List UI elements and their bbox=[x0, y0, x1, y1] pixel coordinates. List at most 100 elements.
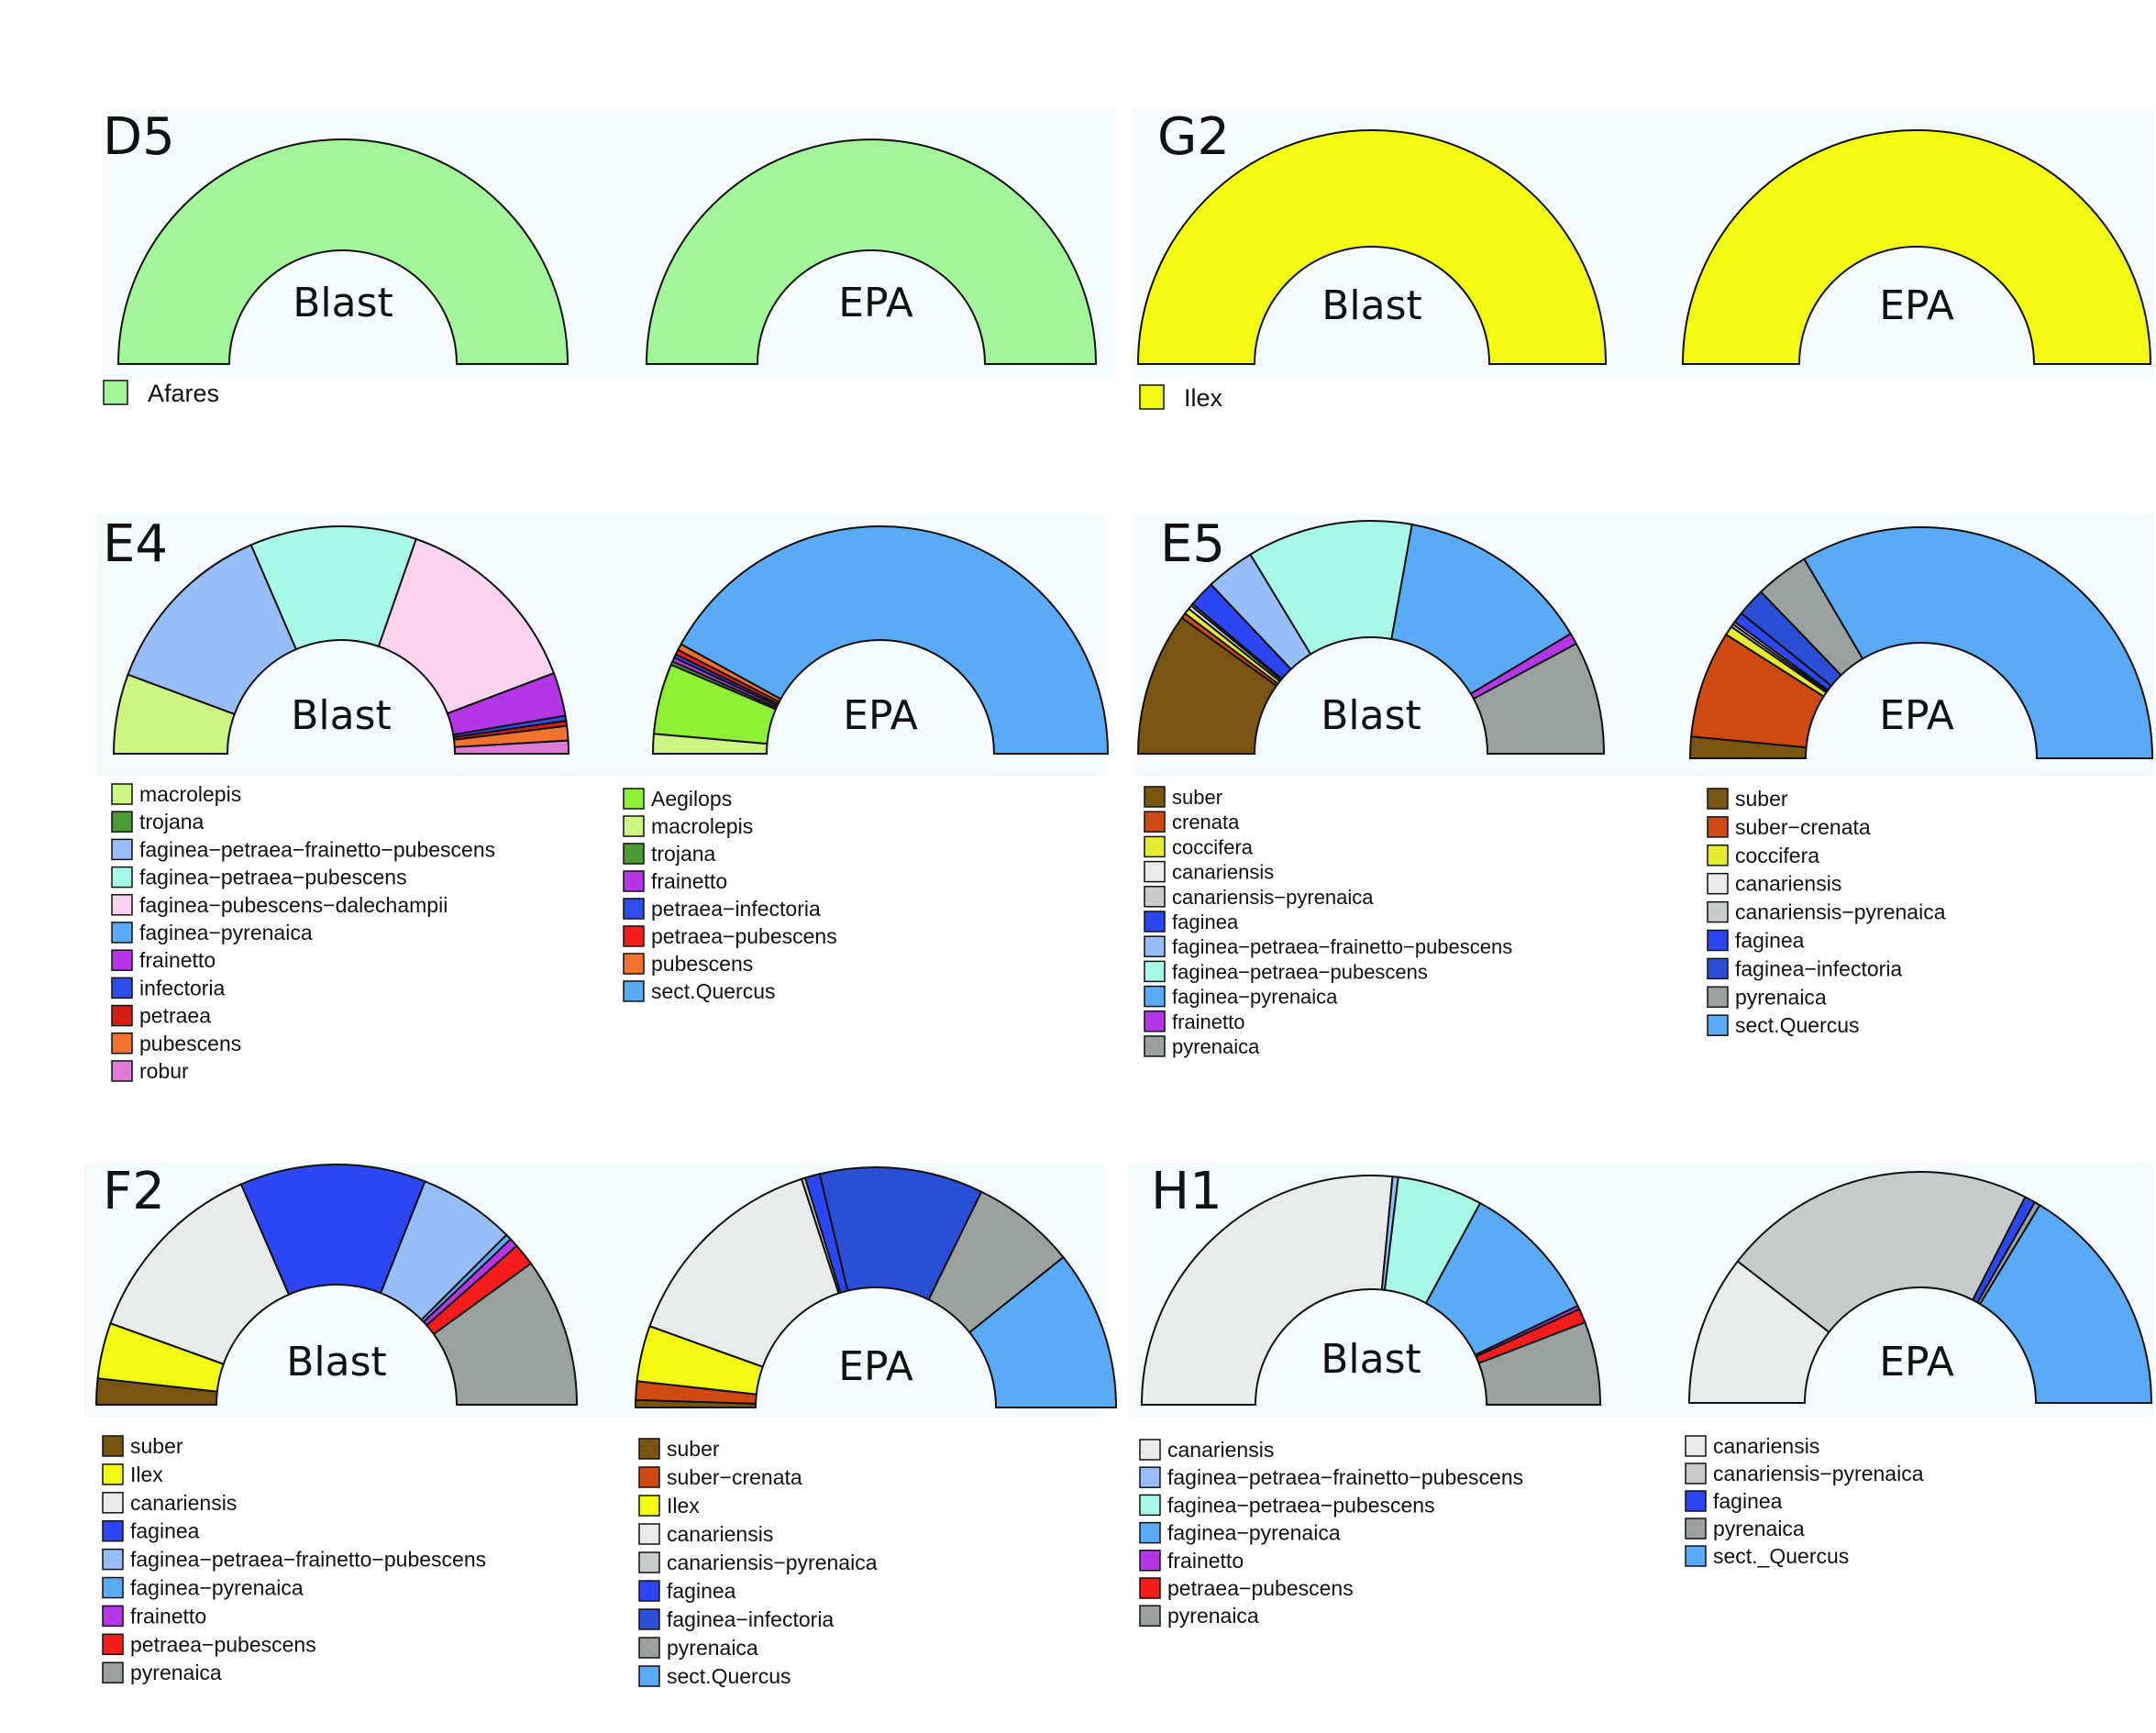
legend-swatch-suber-crenata bbox=[638, 1466, 660, 1488]
legend-label-pyrenaica: pyrenaica bbox=[1713, 1517, 1805, 1540]
legend-swatch-faginea-petraea-frainetto-pubescens bbox=[111, 838, 133, 861]
legend-label-ilex: Ilex bbox=[130, 1463, 163, 1486]
slice-sect-quercus bbox=[680, 525, 1110, 755]
legend-swatch-petraea-pubescens bbox=[1139, 1577, 1161, 1599]
legend-label-petraea: petraea bbox=[139, 1004, 211, 1028]
legend: suber suber−crenata Ilex canariensis canarie… bbox=[638, 1437, 878, 1688]
legend-label-suber: suber bbox=[130, 1434, 183, 1458]
slice-faginea-petraea-frainetto-pubescens bbox=[379, 1180, 508, 1321]
legend-swatch-canariensis bbox=[1144, 860, 1166, 883]
legend-swatch-canariensis-pyrenaica bbox=[1707, 900, 1729, 923]
legend-swatch-faginea bbox=[102, 1519, 124, 1542]
legend-label-sect-quercus: sect.Quercus bbox=[651, 979, 776, 1003]
legend-swatch-macrolepis bbox=[623, 815, 645, 837]
legend-label-macrolepis: macrolepis bbox=[651, 814, 753, 838]
slice-faginea-petraea-pubescens bbox=[1249, 520, 1413, 656]
legend-swatch-ilex bbox=[102, 1463, 124, 1485]
legend-swatch-aegilops bbox=[623, 788, 645, 810]
legend-label-aegilops: Aegilops bbox=[651, 787, 732, 811]
semi-donut-epa: EPA bbox=[1681, 129, 2152, 365]
slice-petraea-pubescens bbox=[425, 1244, 533, 1336]
panel-h1: H1 Blast EPA canariensis faginea−petraea−fra… bbox=[1128, 1162, 2153, 1628]
legend-swatch-afares bbox=[103, 380, 128, 405]
legend-label-sect-quercus: sect._Quercus bbox=[1713, 1544, 1849, 1568]
chart-label: Blast bbox=[291, 692, 392, 739]
slice-pyrenaica bbox=[927, 1190, 1065, 1334]
panel-label: G2 bbox=[1157, 107, 1230, 167]
legend-swatch-faginea-infectoria bbox=[1707, 957, 1729, 980]
legend-swatch-faginea-petraea-pubescens bbox=[1144, 960, 1166, 983]
legend: canariensis canariensis−pyrenaica faginea p… bbox=[1685, 1434, 1924, 1568]
legend-swatch-faginea bbox=[1144, 911, 1166, 933]
legend-swatch-infectoria bbox=[111, 977, 133, 999]
legend-label-faginea-infectoria: faginea−infectoria bbox=[1735, 956, 1902, 980]
legend-swatch-petraea-infectoria bbox=[623, 898, 645, 920]
slice-faginea-petraea-frainetto-pubescens bbox=[1210, 553, 1312, 671]
legend-swatch-canariensis bbox=[1685, 1435, 1707, 1457]
panel-label: D5 bbox=[103, 107, 175, 167]
chart-label: Blast bbox=[1321, 692, 1421, 739]
legend-label-pyrenaica: pyrenaica bbox=[1735, 985, 1827, 1009]
legend-swatch-faginea-pyrenaica bbox=[102, 1576, 124, 1599]
slice-faginea-petraea-pubescens bbox=[249, 525, 418, 651]
legend-label-canariensis: canariensis bbox=[1735, 872, 1841, 896]
slice-faginea-petraea-pubescens bbox=[1383, 1176, 1482, 1305]
legend-label-pyrenaica: pyrenaica bbox=[1167, 1604, 1259, 1628]
legend-swatch-faginea-pubescens-dalechampii bbox=[111, 894, 133, 916]
slice-pyrenaica bbox=[1759, 557, 1864, 677]
legend-label-sect-quercus: sect.Quercus bbox=[667, 1664, 791, 1688]
legend-swatch-ilex bbox=[1139, 384, 1165, 410]
legend-label-petraea-infectoria: petraea−infectoria bbox=[651, 897, 821, 921]
chart-label: EPA bbox=[1879, 282, 1954, 329]
legend-label-suber: suber bbox=[1172, 786, 1222, 809]
slice-suber-crenata bbox=[1690, 633, 1825, 749]
legend: suber Ilex canariensis faginea faginea−petra… bbox=[102, 1434, 486, 1684]
legend-swatch-pubescens bbox=[623, 953, 645, 975]
legend-swatch-ilex bbox=[638, 1495, 660, 1517]
semi-donut-epa: EPA bbox=[634, 1166, 1118, 1408]
panel-label: H1 bbox=[1151, 1162, 1222, 1221]
legend-label-canariensis: canariensis bbox=[130, 1491, 237, 1515]
slice-sect-quercus bbox=[967, 1255, 1118, 1408]
legend-swatch-petraea-pubescens bbox=[623, 925, 645, 947]
legend-swatch-crenata bbox=[1144, 811, 1166, 833]
legend-swatch-suber-crenata bbox=[1707, 816, 1729, 838]
legend-swatch-sect-quercus bbox=[638, 1665, 660, 1687]
legend-label-afares: Afares bbox=[148, 380, 219, 407]
legend: Ilex bbox=[1139, 384, 1223, 412]
legend-label-pyrenaica: pyrenaica bbox=[667, 1636, 758, 1660]
panel-g2: G2 Blast EPA Ilex bbox=[1133, 107, 2153, 412]
legend-swatch-canariensis bbox=[1139, 1439, 1161, 1461]
legend-label-ilex: Ilex bbox=[1184, 384, 1223, 412]
legend-swatch-canariensis-pyrenaica bbox=[638, 1551, 660, 1573]
slice-sect-quercus bbox=[1978, 1203, 2153, 1404]
slice-ilex bbox=[1681, 129, 2152, 365]
legend-label-suber: suber bbox=[667, 1437, 720, 1461]
legend-swatch-macrolepis bbox=[111, 783, 133, 805]
legend-label-faginea-petraea-frainetto-pubescens: faginea−petraea−frainetto−pubescens bbox=[1167, 1465, 1523, 1489]
slice-aegilops bbox=[652, 663, 778, 745]
legend-label-canariensis: canariensis bbox=[1167, 1438, 1274, 1462]
legend-label-faginea-pyrenaica: faginea−pyrenaica bbox=[1172, 986, 1338, 1009]
slice-faginea-petraea-frainetto-pubescens bbox=[127, 543, 298, 716]
legend-label-ilex: Ilex bbox=[667, 1494, 700, 1518]
legend-label-canariensis: canariensis bbox=[667, 1522, 773, 1546]
slice-suber bbox=[1136, 616, 1278, 755]
legend-swatch-petraea bbox=[111, 1004, 133, 1027]
chart-label: Blast bbox=[1321, 1336, 1421, 1383]
legend-label-frainetto: frainetto bbox=[139, 948, 216, 972]
legend-swatch-faginea-petraea-pubescens bbox=[111, 866, 133, 889]
legend-label-canariensis: canariensis bbox=[1172, 861, 1274, 884]
legend-label-faginea-petraea-pubescens: faginea−petraea−pubescens bbox=[1172, 960, 1428, 983]
legend-label-trojana: trojana bbox=[651, 842, 716, 866]
legend-label-sect-quercus: sect.Quercus bbox=[1735, 1013, 1860, 1037]
legend-swatch-coccifera bbox=[1144, 835, 1166, 858]
legend-label-pubescens: pubescens bbox=[651, 952, 753, 976]
legend-label-infectoria: infectoria bbox=[139, 976, 226, 999]
legend-label-frainetto: frainetto bbox=[130, 1604, 206, 1628]
legend-label-faginea-pyrenaica: faginea−pyrenaica bbox=[1167, 1521, 1341, 1545]
semi-donut-epa: EPA bbox=[645, 138, 1098, 365]
